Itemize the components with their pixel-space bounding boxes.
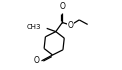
Text: O: O — [68, 21, 74, 30]
Text: O: O — [34, 56, 40, 65]
Text: O: O — [59, 2, 65, 11]
Text: CH3: CH3 — [27, 24, 41, 30]
